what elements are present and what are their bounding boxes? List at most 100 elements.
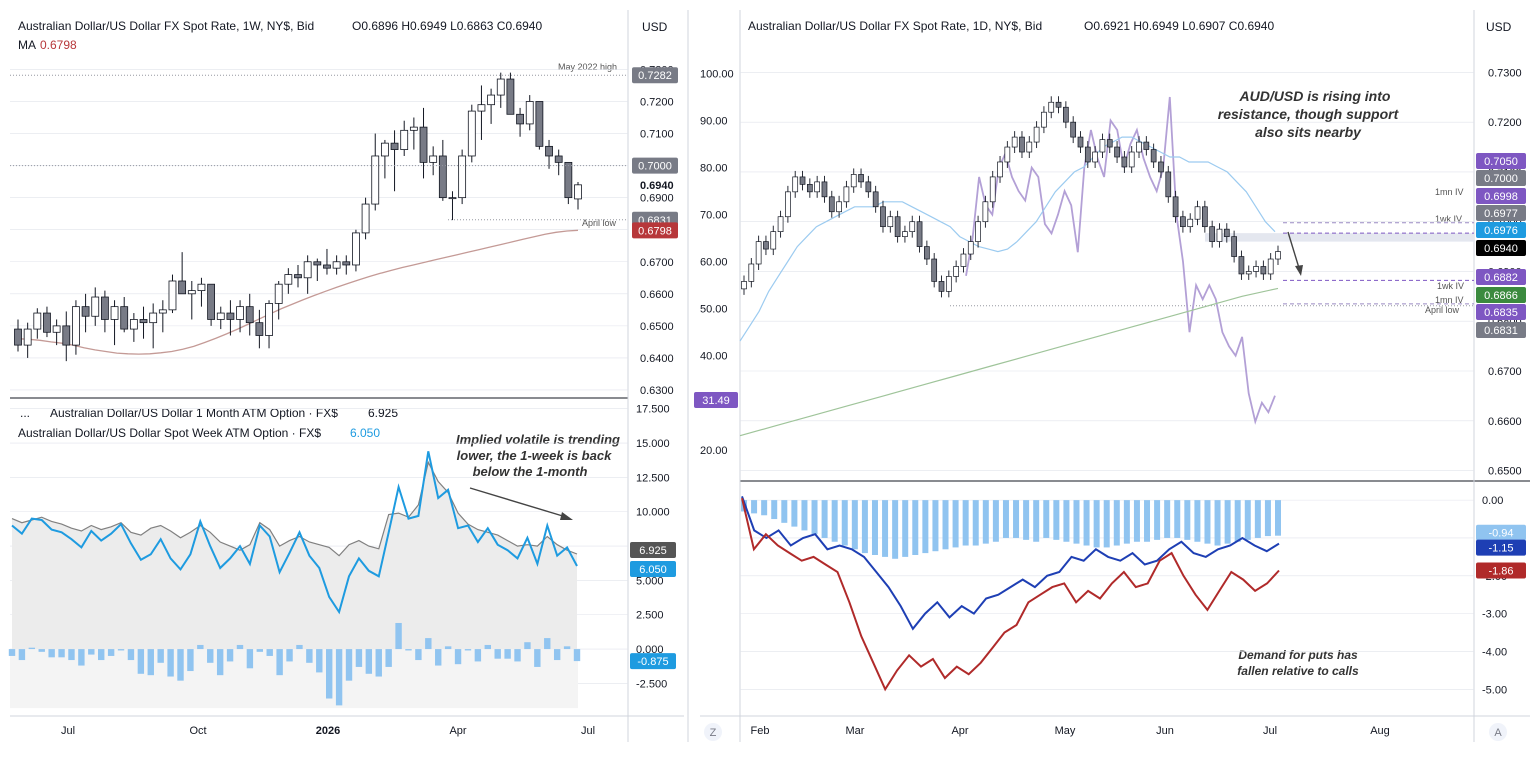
spread-bar: [484, 644, 491, 650]
daily-candle-body: [1216, 228, 1223, 242]
daily-candle-body: [880, 206, 886, 228]
daily-candle-body: [814, 181, 821, 193]
rr-bar: [1204, 500, 1211, 544]
daily-candle-body: [894, 216, 901, 237]
left-bottom-y-tick: 10.000: [636, 507, 670, 519]
weekly-candle-body: [516, 113, 524, 125]
spread-bar: [573, 649, 581, 662]
right-top-y-tick: 0.6600: [1488, 416, 1522, 428]
left-top-ohlc: O0.6896 H0.6949 L0.6863 C0.6940: [352, 19, 542, 33]
weekly-candle-body: [477, 104, 486, 112]
daily-candle-body: [1092, 151, 1098, 163]
daily-candle-body: [1114, 146, 1120, 158]
rr-bar: [1144, 500, 1151, 542]
weekly-candle-body: [33, 312, 42, 330]
rr-bar: [882, 500, 889, 557]
daily-candle-body: [865, 181, 872, 193]
weekly-candle-body: [23, 328, 32, 346]
spread-bar: [365, 649, 373, 674]
right-time-tick: Jun: [1156, 725, 1174, 737]
spread-bar: [236, 644, 244, 650]
resistance-zone: [1205, 233, 1474, 242]
rr-bar: [1123, 500, 1130, 544]
right-bottom-y-tick: -5.00: [1482, 684, 1507, 696]
daily-candle-body: [1253, 266, 1259, 272]
spread-bar: [28, 647, 36, 650]
iv-1w-line: [11, 451, 578, 615]
rv-badge: 31.49: [702, 395, 730, 407]
daily-candle-body: [806, 184, 813, 193]
right-top-left-y-tick: 40.00: [700, 351, 728, 363]
daily-candle-body: [1026, 141, 1033, 153]
daily-candle-body: [1106, 139, 1113, 148]
left-bottom-series2-value: 6.050: [350, 426, 380, 440]
daily-candle-body: [924, 246, 930, 260]
weekly-candle-body: [43, 312, 51, 333]
daily-candle-body: [1275, 251, 1281, 260]
mn-iv-label: 1mn IV: [1435, 187, 1464, 197]
rr-bar: [751, 500, 758, 514]
mn-iv-low-label: 1mn IV: [1435, 295, 1464, 305]
weekly-candle-body: [120, 306, 129, 330]
daily-candle-body: [1136, 141, 1142, 153]
spread-bar: [454, 649, 462, 665]
pane-borders: [10, 10, 1530, 742]
level-badge--0.94: -0.94: [1488, 528, 1513, 540]
spread-bar: [18, 649, 26, 661]
left-top-y-tick: 0.6900: [640, 193, 674, 205]
rr-bar: [1013, 500, 1020, 538]
weekly-candle-body: [525, 101, 534, 125]
aud-note-line1: AUD/USD is rising into: [1239, 88, 1391, 104]
spread-bar: [38, 649, 45, 652]
right-top-left-y-tick: 60.00: [700, 257, 728, 269]
rr-bar: [942, 500, 949, 550]
level-badge-0.6798: 0.6798: [638, 225, 672, 237]
daily-candle-body: [1187, 218, 1194, 228]
weekly-candle-body: [91, 296, 100, 317]
level-badge-0.6977-bg: [1476, 205, 1526, 221]
rr-bar: [1214, 500, 1221, 546]
iv-note-line1: Implied volatile is trending: [456, 432, 620, 447]
rr-bar: [801, 500, 808, 531]
weekly-candle-body: [187, 290, 196, 295]
iv-1m-line: [11, 460, 578, 557]
right-top-left-y-tick: 70.00: [700, 210, 728, 222]
left-time-tick: Oct: [189, 725, 206, 737]
weekly-candle-body: [52, 325, 61, 333]
daily-candle-body: [799, 176, 806, 185]
left-time-axis: Jul Oct 2026 Apr Jul: [61, 725, 595, 737]
spread-bar: [494, 649, 501, 659]
rv-badge-bg: [694, 392, 738, 408]
daily-candle-body: [1004, 146, 1011, 163]
daily-candle-body: [931, 258, 938, 282]
rr-bar: [761, 500, 768, 516]
rr-bar: [871, 500, 878, 555]
level-badge--1.15-bg: [1476, 539, 1526, 556]
weekly-candle-body: [274, 283, 283, 304]
daily-candle-body: [1260, 266, 1267, 275]
level-badge-0.7282: 0.7282: [638, 70, 672, 82]
rr-bar: [831, 500, 838, 542]
spread-bar: [98, 649, 105, 661]
daily-candle-body: [1099, 139, 1106, 153]
spread-bar: [435, 649, 442, 666]
chart-plot-layer: 0.63000.64000.65000.66000.67000.68000.69…: [8, 64, 1526, 709]
corner-a-button[interactable]: A: [1489, 723, 1507, 741]
spread-bar: [375, 649, 382, 677]
level-badge--1.86-bg: [1476, 562, 1526, 579]
daily-candle-body: [1231, 236, 1237, 257]
spread-area: [10, 649, 578, 709]
spread-bar: [296, 644, 303, 650]
corner-z-button[interactable]: Z: [704, 723, 722, 741]
april-low-right-label: April low: [1425, 305, 1460, 315]
right-bottom-y-tick: -3.00: [1482, 609, 1507, 621]
rr-bar: [1164, 500, 1171, 538]
level-badge-0.7000: 0.7000: [1484, 173, 1518, 185]
spread-bar: [415, 649, 422, 661]
weekly-ma-line: [17, 229, 579, 355]
left-bottom-series1-value: 6.925: [368, 406, 398, 420]
spread-bar: [276, 649, 283, 676]
spread-bar: [107, 649, 115, 656]
weekly-candle-body: [100, 296, 109, 320]
daily-candle-body: [1238, 256, 1245, 275]
